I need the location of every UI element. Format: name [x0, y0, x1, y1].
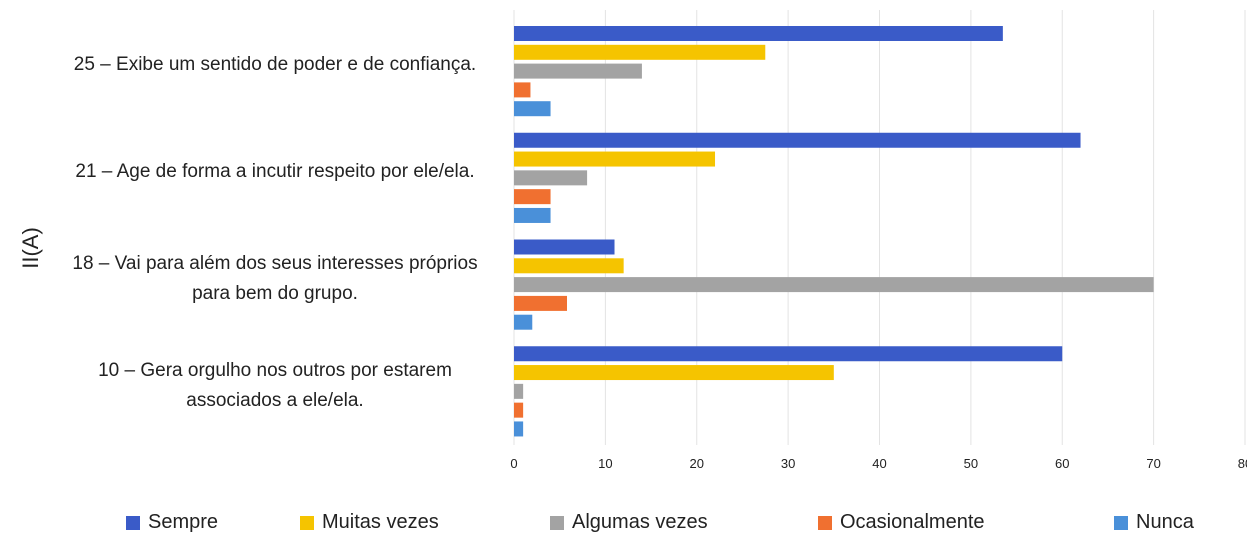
bar — [514, 365, 834, 381]
legend-label: Nunca — [1136, 511, 1194, 533]
x-tick-label: 20 — [690, 456, 704, 471]
bar — [514, 295, 567, 311]
bar — [514, 44, 766, 60]
x-tick-label: 50 — [964, 456, 978, 471]
category-label: 18 – Vai para além dos seus interesses p… — [72, 252, 478, 304]
legend-swatch — [300, 515, 314, 530]
bar — [514, 346, 1063, 362]
bar — [514, 277, 1154, 293]
legend-swatch — [550, 515, 564, 530]
bar — [514, 207, 551, 223]
bar — [514, 258, 624, 274]
category-label: 10 – Gera orgulho nos outros por estarem… — [98, 359, 452, 411]
bar — [514, 402, 524, 418]
bar — [514, 63, 642, 79]
bar — [514, 383, 524, 399]
bar — [514, 170, 588, 186]
x-tick-label: 70 — [1146, 456, 1160, 471]
legend-item: Sempre — [126, 511, 218, 533]
bar — [514, 26, 1003, 41]
legend-item: Nunca — [1114, 511, 1194, 533]
bar — [514, 132, 1081, 148]
legend-swatch — [126, 515, 140, 530]
category-label: 25 – Exibe um sentido de poder e de conf… — [73, 54, 477, 76]
bar — [514, 82, 531, 98]
legend-swatch — [1114, 515, 1128, 530]
legend-label: Sempre — [148, 511, 219, 533]
x-tick-label: 30 — [781, 456, 795, 471]
bar — [514, 101, 551, 117]
category-label: 21 – Age de forma a incutir respeito por… — [75, 161, 475, 183]
bar — [514, 314, 533, 330]
x-tick-label: 40 — [872, 456, 886, 471]
x-tick-label: 60 — [1055, 456, 1069, 471]
legend-swatch — [818, 515, 832, 530]
legend-item: Ocasionalmente — [818, 511, 985, 533]
x-tick-label: 10 — [598, 456, 612, 471]
bar — [514, 151, 716, 167]
bar — [514, 239, 615, 255]
bar — [514, 421, 524, 437]
legend-item: Muitas vezes — [300, 511, 439, 533]
y-axis-label: II(A) — [18, 227, 43, 269]
x-tick-label: 0 — [510, 456, 517, 471]
x-tick-label: 80 — [1238, 456, 1247, 471]
legend-label: Ocasionalmente — [840, 511, 985, 533]
legend-item: Algumas vezes — [550, 511, 708, 533]
legend-label: Algumas vezes — [572, 511, 708, 533]
bar — [514, 189, 551, 205]
legend-label: Muitas vezes — [322, 511, 439, 533]
